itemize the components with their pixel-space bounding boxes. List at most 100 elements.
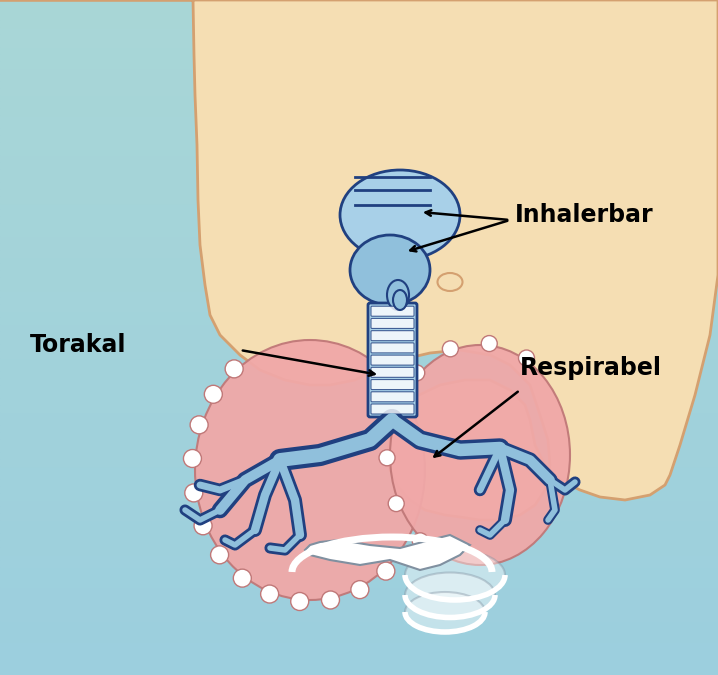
Bar — [0, 182, 718, 189]
Bar — [0, 256, 718, 263]
Bar — [0, 526, 718, 533]
Bar — [0, 236, 718, 243]
Bar — [0, 432, 718, 439]
Ellipse shape — [350, 235, 430, 305]
Bar — [0, 574, 718, 580]
Circle shape — [190, 416, 208, 434]
Bar — [0, 54, 718, 61]
Bar — [0, 655, 718, 662]
Bar — [0, 344, 718, 351]
Bar — [0, 331, 718, 338]
Bar — [0, 378, 718, 385]
Bar — [0, 162, 718, 169]
Polygon shape — [305, 535, 470, 570]
Bar — [0, 520, 718, 526]
Bar — [0, 493, 718, 500]
Bar — [0, 614, 718, 621]
Circle shape — [379, 450, 395, 466]
Circle shape — [261, 585, 279, 603]
Circle shape — [351, 580, 369, 599]
Bar — [0, 412, 718, 418]
Bar — [0, 662, 718, 668]
Bar — [0, 40, 718, 47]
Bar — [0, 405, 718, 412]
FancyBboxPatch shape — [371, 392, 414, 402]
Circle shape — [185, 484, 202, 502]
Bar — [0, 47, 718, 54]
Bar — [0, 115, 718, 122]
Bar — [0, 351, 718, 358]
Bar — [0, 223, 718, 230]
FancyBboxPatch shape — [371, 404, 414, 414]
FancyBboxPatch shape — [371, 319, 414, 329]
Bar — [0, 385, 718, 391]
Ellipse shape — [405, 592, 485, 632]
Bar — [0, 364, 718, 371]
Bar — [0, 601, 718, 608]
Bar — [0, 284, 718, 290]
Bar — [0, 148, 718, 155]
Bar — [0, 304, 718, 310]
Text: Respirabel: Respirabel — [520, 356, 662, 380]
Bar — [0, 513, 718, 520]
Circle shape — [377, 562, 395, 580]
Bar — [0, 648, 718, 655]
Bar — [0, 34, 718, 40]
Circle shape — [225, 360, 243, 378]
Bar — [0, 338, 718, 344]
Bar — [0, 290, 718, 297]
Bar — [0, 61, 718, 68]
Bar — [0, 95, 718, 101]
Bar — [0, 7, 718, 14]
Bar — [0, 554, 718, 560]
Circle shape — [194, 517, 212, 535]
Bar — [0, 155, 718, 162]
Bar — [0, 452, 718, 459]
Circle shape — [388, 495, 404, 512]
Circle shape — [442, 341, 458, 357]
Bar — [0, 425, 718, 432]
Bar — [0, 108, 718, 115]
Bar — [0, 250, 718, 256]
Ellipse shape — [405, 572, 495, 618]
Bar — [0, 81, 718, 88]
Bar — [0, 135, 718, 142]
Circle shape — [481, 335, 498, 352]
Bar — [0, 263, 718, 270]
Bar — [0, 176, 718, 182]
Bar — [0, 27, 718, 34]
Bar — [0, 506, 718, 513]
Circle shape — [322, 591, 340, 609]
Bar — [0, 216, 718, 223]
Bar — [0, 580, 718, 587]
Bar — [0, 641, 718, 648]
Bar — [0, 358, 718, 364]
Bar — [0, 560, 718, 567]
Bar — [0, 466, 718, 472]
FancyBboxPatch shape — [371, 306, 414, 316]
Bar — [0, 68, 718, 74]
FancyBboxPatch shape — [371, 343, 414, 353]
Bar — [0, 446, 718, 452]
Bar — [0, 122, 718, 128]
Bar — [0, 567, 718, 574]
Circle shape — [386, 404, 402, 419]
Bar — [0, 668, 718, 675]
Bar — [0, 486, 718, 493]
Bar — [0, 88, 718, 94]
Ellipse shape — [393, 290, 407, 310]
Bar — [0, 547, 718, 553]
Circle shape — [210, 546, 228, 564]
Bar — [0, 209, 718, 216]
Ellipse shape — [405, 550, 505, 600]
Bar — [0, 608, 718, 614]
Circle shape — [205, 385, 223, 403]
Bar — [0, 634, 718, 641]
Bar — [0, 317, 718, 324]
Circle shape — [412, 533, 428, 549]
Ellipse shape — [387, 280, 409, 310]
Bar — [0, 594, 718, 601]
Ellipse shape — [390, 345, 570, 565]
FancyBboxPatch shape — [371, 367, 414, 377]
Bar — [0, 472, 718, 479]
